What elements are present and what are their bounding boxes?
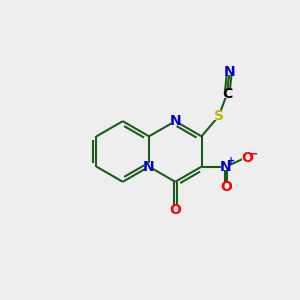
Text: N: N [224, 64, 235, 79]
Bar [214, 112, 223, 120]
Text: S: S [214, 109, 224, 123]
Bar [145, 163, 154, 170]
Bar [221, 183, 230, 190]
Bar [242, 154, 251, 162]
Text: N: N [169, 114, 181, 128]
Bar [223, 90, 232, 98]
Text: C: C [222, 87, 232, 101]
Text: N: N [220, 160, 232, 174]
Text: +: + [227, 156, 235, 166]
Text: O: O [241, 151, 253, 165]
Text: O: O [220, 180, 232, 194]
Bar [171, 206, 180, 214]
Bar [225, 68, 234, 75]
Text: N: N [143, 160, 155, 174]
Bar [221, 163, 230, 170]
Text: −: − [248, 147, 259, 161]
Bar [171, 118, 180, 125]
Text: O: O [169, 203, 181, 217]
